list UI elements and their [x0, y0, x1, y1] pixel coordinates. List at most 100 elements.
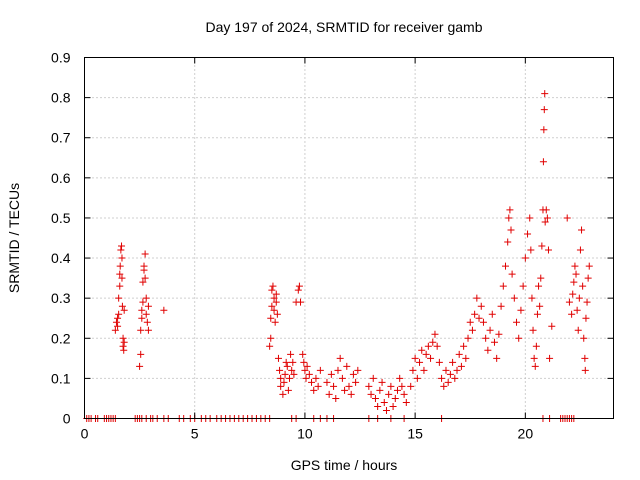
data-point: [449, 358, 457, 366]
data-point: [442, 366, 450, 374]
data-point: [120, 338, 128, 346]
data-point: [495, 330, 503, 338]
data-point: [538, 242, 546, 250]
data-point: [385, 390, 393, 398]
data-point: [139, 278, 147, 286]
plot-frame: [84, 57, 614, 419]
data-point: [374, 402, 382, 410]
data-point: [565, 298, 573, 306]
data-point: [271, 318, 279, 326]
data-point: [288, 366, 296, 374]
data-point: [393, 386, 401, 394]
data-point: [283, 362, 291, 370]
data-point: [365, 382, 373, 390]
data-point: [376, 386, 384, 394]
data-point: [382, 406, 390, 414]
data-point: [343, 362, 351, 370]
data-point: [521, 254, 529, 262]
data-point: [277, 374, 285, 382]
x-tick-label: 20: [518, 426, 534, 442]
data-point: [540, 106, 548, 114]
data-point: [141, 250, 149, 258]
data-point: [136, 362, 144, 370]
data-point: [349, 370, 357, 378]
data-point: [297, 298, 305, 306]
data-point: [548, 322, 556, 330]
data-point: [422, 350, 430, 358]
data-point: [310, 386, 318, 394]
x-axis-label: GPS time / hours: [291, 457, 398, 473]
data-point: [535, 282, 543, 290]
data-point: [274, 354, 282, 362]
x-tick-label: 5: [191, 426, 199, 442]
data-point: [429, 338, 437, 346]
data-point: [325, 390, 333, 398]
data-point: [519, 282, 527, 290]
data-point: [420, 366, 428, 374]
data-point: [114, 314, 122, 322]
data-point: [444, 378, 452, 386]
data-point: [582, 314, 590, 322]
data-point: [277, 382, 285, 390]
data-point: [287, 350, 295, 358]
y-tick-label: 0.7: [51, 130, 71, 146]
data-point: [290, 370, 298, 378]
data-point: [506, 206, 514, 214]
data-point: [276, 366, 284, 374]
grid-lines: [84, 57, 614, 419]
data-point: [455, 350, 463, 358]
data-point: [580, 334, 588, 342]
data-point: [570, 278, 578, 286]
data-point: [528, 294, 536, 302]
data-point: [473, 294, 481, 302]
data-point: [120, 306, 128, 314]
x-tick-label: 0: [81, 426, 89, 442]
data-point: [118, 274, 126, 282]
data-point: [330, 382, 338, 390]
y-tick-label: 0.9: [51, 50, 71, 66]
data-point: [510, 294, 518, 302]
data-point: [270, 294, 278, 302]
data-point: [268, 302, 276, 310]
data-point: [446, 370, 454, 378]
data-point: [416, 358, 424, 366]
data-point: [431, 330, 439, 338]
data-point: [268, 286, 276, 294]
data-point: [119, 342, 127, 350]
data-point: [504, 238, 512, 246]
data-point: [117, 246, 125, 254]
data-point: [508, 270, 516, 278]
data-points: [83, 90, 593, 422]
data-point: [302, 374, 310, 382]
data-point: [542, 206, 550, 214]
data-point: [568, 310, 576, 318]
data-point: [267, 334, 275, 342]
data-point: [270, 306, 278, 314]
y-tick-label: 0.6: [51, 170, 71, 186]
data-point: [533, 310, 541, 318]
data-point: [536, 302, 544, 310]
data-point: [526, 214, 534, 222]
data-point: [116, 282, 124, 290]
data-point: [314, 382, 322, 390]
data-point: [475, 314, 483, 322]
data-point: [378, 378, 386, 386]
data-point: [143, 318, 151, 326]
data-point: [294, 286, 302, 294]
data-point: [543, 214, 551, 222]
data-point: [323, 378, 331, 386]
data-point: [140, 262, 148, 270]
data-point: [507, 226, 515, 234]
data-point: [369, 374, 377, 382]
data-point: [579, 282, 587, 290]
data-point: [527, 246, 535, 254]
data-point: [532, 342, 540, 350]
y-tick-label: 0.8: [51, 90, 71, 106]
y-axis-label: SRMTID / TECUs: [6, 183, 22, 293]
data-point: [584, 274, 592, 282]
data-point: [160, 306, 168, 314]
data-point: [574, 326, 582, 334]
data-point: [539, 158, 547, 166]
data-point: [300, 358, 308, 366]
data-point: [571, 262, 579, 270]
